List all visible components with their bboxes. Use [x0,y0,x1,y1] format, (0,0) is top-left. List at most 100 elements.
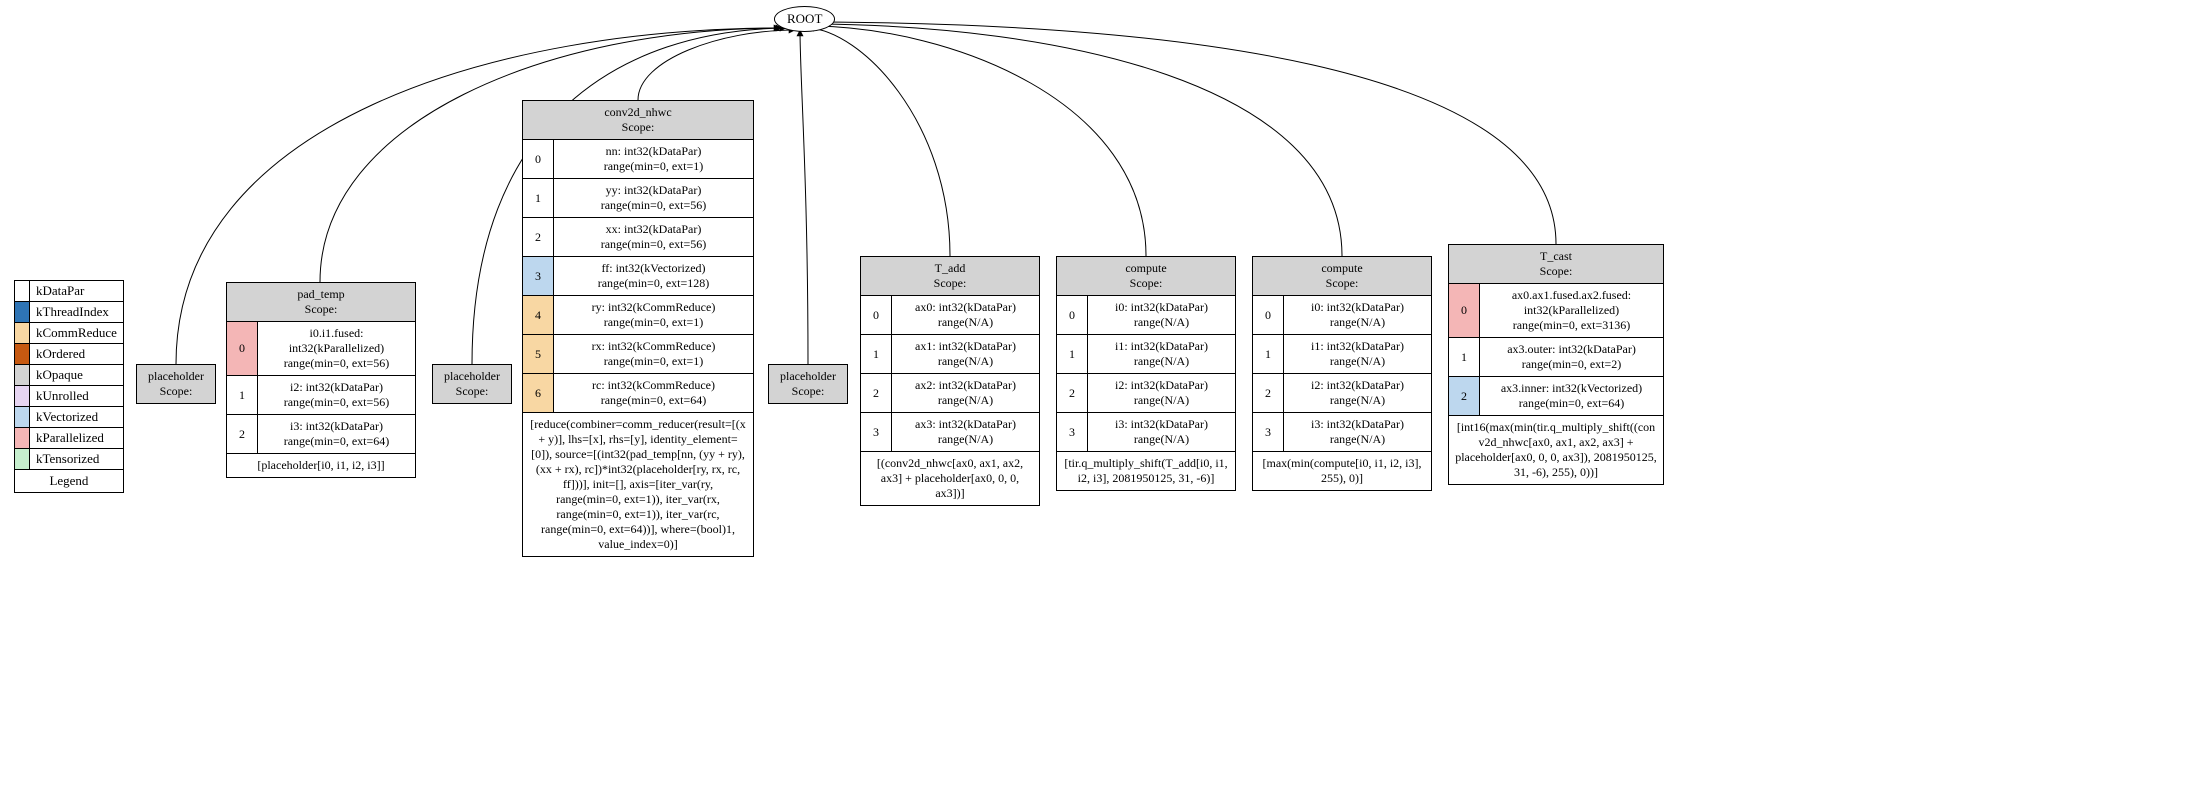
legend-swatch [15,281,30,301]
node-footer: [int16(max(min(tir.q_multiply_shift((con… [1449,416,1664,485]
row-text: i2: int32(kDataPar)range(min=0, ext=56) [258,376,416,415]
row-index: 0 [1253,296,1284,335]
legend-row: kOpaque [15,364,123,385]
row-index: 2 [227,415,258,454]
legend-swatch [15,323,30,343]
row-text: i3: int32(kDataPar)range(N/A) [1284,413,1432,452]
legend-label: kOpaque [30,365,123,385]
root-label: ROOT [787,11,822,26]
node-header: T_addScope: [861,257,1040,296]
row-text: ax0.ax1.fused.ax2.fused: int32(kParallel… [1480,284,1664,338]
node-header: placeholderScope: [137,365,216,404]
row-index: 3 [523,257,554,296]
row-text: i0.i1.fused: int32(kParallelized)range(m… [258,322,416,376]
row-text: i2: int32(kDataPar)range(N/A) [1284,374,1432,413]
row-index: 1 [1449,338,1480,377]
node-header: placeholderScope: [769,365,848,404]
row-text: rx: int32(kCommReduce)range(min=0, ext=1… [554,335,754,374]
legend-row: kOrdered [15,343,123,364]
legend-title: Legend [15,469,123,492]
legend-label: kCommReduce [30,323,123,343]
node-footer: [tir.q_multiply_shift(T_add[i0, i1, i2, … [1057,452,1236,491]
row-text: i0: int32(kDataPar)range(N/A) [1088,296,1236,335]
legend-label: kParallelized [30,428,123,448]
row-text: nn: int32(kDataPar)range(min=0, ext=1) [554,140,754,179]
edge [822,22,1556,244]
legend-row: kVectorized [15,406,123,427]
legend-swatch [15,365,30,385]
row-text: ax3.outer: int32(kDataPar)range(min=0, e… [1480,338,1664,377]
row-index: 3 [1253,413,1284,452]
legend-swatch [15,344,30,364]
row-index: 3 [1057,413,1088,452]
legend-swatch [15,449,30,469]
compute-node: pad_tempScope:0i0.i1.fused: int32(kParal… [226,282,416,478]
row-text: ax1: int32(kDataPar)range(N/A) [892,335,1040,374]
row-index: 5 [523,335,554,374]
root-node: ROOT [774,6,835,32]
row-text: i1: int32(kDataPar)range(N/A) [1088,335,1236,374]
legend-swatch [15,407,30,427]
node-header: conv2d_nhwcScope: [523,101,754,140]
node-header: placeholderScope: [433,365,512,404]
row-index: 2 [861,374,892,413]
row-index: 0 [861,296,892,335]
compute-node: computeScope:0i0: int32(kDataPar)range(N… [1252,256,1432,491]
edge [800,30,808,364]
node-footer: [max(min(compute[i0, i1, i2, i3], 255), … [1253,452,1432,491]
row-index: 1 [1253,335,1284,374]
row-index: 1 [523,179,554,218]
node-header: computeScope: [1253,257,1432,296]
legend-label: kTensorized [30,449,123,469]
node-header: computeScope: [1057,257,1236,296]
row-text: xx: int32(kDataPar)range(min=0, ext=56) [554,218,754,257]
row-text: rc: int32(kCommReduce)range(min=0, ext=6… [554,374,754,413]
legend-swatch [15,386,30,406]
row-index: 1 [861,335,892,374]
row-index: 1 [227,376,258,415]
row-index: 0 [1057,296,1088,335]
legend-swatch [15,428,30,448]
row-index: 2 [1253,374,1284,413]
row-text: ax2: int32(kDataPar)range(N/A) [892,374,1040,413]
legend: kDataParkThreadIndexkCommReducekOrderedk… [14,280,124,493]
edge [808,28,950,256]
legend-label: kOrdered [30,344,123,364]
row-text: ax3: int32(kDataPar)range(N/A) [892,413,1040,452]
row-text: yy: int32(kDataPar)range(min=0, ext=56) [554,179,754,218]
row-text: ff: int32(kVectorized)range(min=0, ext=1… [554,257,754,296]
row-text: ax3.inner: int32(kVectorized)range(min=0… [1480,377,1664,416]
row-index: 3 [861,413,892,452]
node-header: pad_tempScope: [227,283,416,322]
row-index: 2 [523,218,554,257]
row-index: 0 [523,140,554,179]
placeholder-node: placeholderScope: [136,364,216,404]
row-text: i0: int32(kDataPar)range(N/A) [1284,296,1432,335]
node-footer: [reduce(combiner=comm_reducer(result=[(x… [523,413,754,557]
compute-node: computeScope:0i0: int32(kDataPar)range(N… [1056,256,1236,491]
legend-label: kUnrolled [30,386,123,406]
row-index: 6 [523,374,554,413]
compute-node: T_addScope:0ax0: int32(kDataPar)range(N/… [860,256,1040,506]
row-index: 2 [1057,374,1088,413]
legend-row: kCommReduce [15,322,123,343]
row-text: ax0: int32(kDataPar)range(N/A) [892,296,1040,335]
row-text: i2: int32(kDataPar)range(N/A) [1088,374,1236,413]
edge [814,26,1146,256]
node-header: T_castScope: [1449,245,1664,284]
legend-swatch [15,302,30,322]
legend-row: kTensorized [15,448,123,469]
row-text: i3: int32(kDataPar)range(N/A) [1088,413,1236,452]
node-footer: [(conv2d_nhwc[ax0, ax1, ax2, ax3] + plac… [861,452,1040,506]
node-footer: [placeholder[i0, i1, i2, i3]] [227,454,416,478]
row-text: i3: int32(kDataPar)range(min=0, ext=64) [258,415,416,454]
legend-row: kUnrolled [15,385,123,406]
row-index: 0 [227,322,258,376]
row-index: 1 [1057,335,1088,374]
legend-label: kThreadIndex [30,302,123,322]
legend-label: kVectorized [30,407,123,427]
compute-node: conv2d_nhwcScope:0nn: int32(kDataPar)ran… [522,100,754,557]
compute-node: T_castScope:0ax0.ax1.fused.ax2.fused: in… [1448,244,1664,485]
placeholder-node: placeholderScope: [432,364,512,404]
row-index: 2 [1449,377,1480,416]
